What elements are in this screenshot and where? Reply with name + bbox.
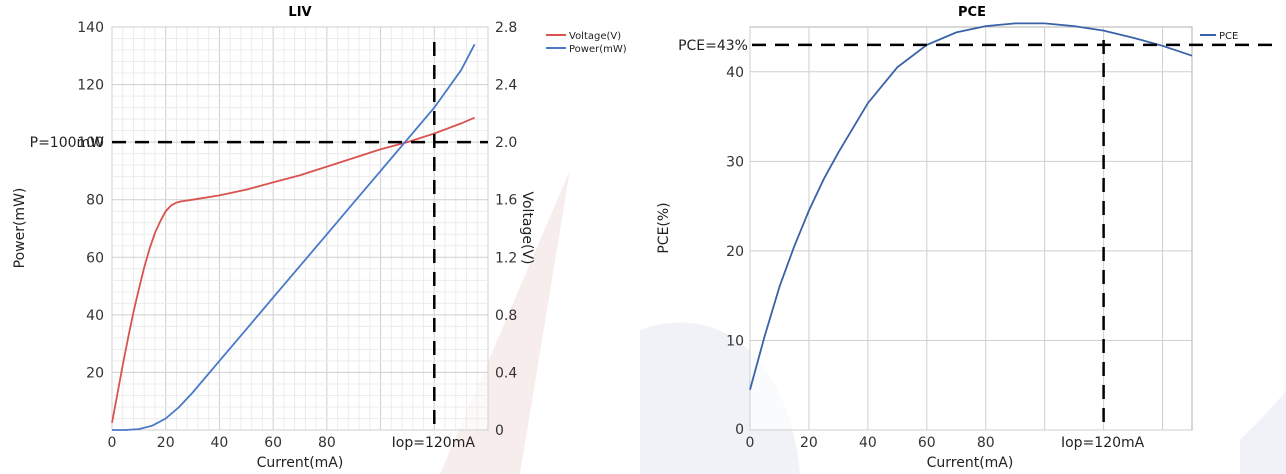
pce-x-axis-label: Current(mA) [927, 455, 1014, 471]
liv-power-annotation: P=100mW [30, 135, 105, 151]
liv-legend-label-power: Power(mW) [569, 44, 627, 55]
liv-plot-area [111, 26, 489, 431]
pce-x-tick-label: 60 [918, 435, 936, 451]
pce-legend-label: PCE [1219, 31, 1238, 42]
liv-chart: 0 20 40 60 80 20 40 60 80 100 120 140 0 0.4 0.8 1.2 1.6 2… [12, 5, 627, 471]
liv-y-tick-label-right: 0.4 [495, 365, 517, 381]
liv-y-tick-label-left: 80 [86, 193, 104, 209]
liv-x-tick-label: 0 [108, 435, 117, 451]
liv-y-tick-label-right: 1.6 [495, 193, 517, 209]
liv-power-line [112, 43, 476, 431]
pce-grid [749, 27, 1192, 431]
liv-title: LIV [288, 5, 311, 20]
pce-iop-annotation: Iop=120mA [1061, 435, 1145, 451]
liv-iop-annotation: Iop=120mA [392, 435, 476, 451]
pce-value-annotation: PCE=43% [678, 38, 748, 54]
liv-y-tick-label-left: 140 [77, 20, 104, 36]
liv-legend: Voltage(V) Power(mW) [546, 31, 627, 55]
liv-y-tick-label-right: 0 [495, 423, 504, 439]
liv-annotations: P=100mW Iop=120mA [30, 42, 488, 451]
liv-y-tick-label-left: 20 [86, 365, 104, 381]
pce-x-tick-label: 20 [800, 435, 818, 451]
liv-y-tick-label-right: 2.8 [495, 20, 517, 36]
liv-x-tick-label: 60 [264, 435, 282, 451]
pce-y-axis-label: PCE(%) [656, 202, 672, 253]
pce-y-tick-label: 10 [726, 333, 744, 349]
liv-series [111, 43, 476, 431]
liv-y-axis-label-left: Power(mW) [12, 188, 28, 269]
liv-x-tick-label: 20 [157, 435, 175, 451]
liv-legend-label-voltage: Voltage(V) [569, 31, 621, 42]
liv-y-axis-label-right: Voltage(V) [519, 191, 535, 264]
liv-voltage-line [111, 116, 475, 423]
pce-y-tick-label: 0 [735, 422, 744, 438]
pce-x-tick-label: 80 [977, 435, 995, 451]
pce-y-tick-label: 20 [726, 244, 744, 260]
pce-plot-area [749, 26, 1193, 431]
liv-y-tick-label-right: 2.4 [495, 78, 517, 94]
liv-y-tick-label-right: 0.8 [495, 308, 517, 324]
pce-annotations: PCE=43% Iop=120mA [678, 38, 1280, 451]
liv-y-tick-label-left: 60 [86, 250, 104, 266]
pce-x-tick-label: 0 [746, 435, 755, 451]
pce-y-tick-label: 30 [726, 154, 744, 170]
liv-y-tick-label-left: 120 [77, 78, 104, 94]
liv-y-tick-label-left: 40 [86, 308, 104, 324]
pce-legend: PCE [1200, 31, 1238, 42]
liv-y-tick-label-left: 100 [77, 135, 104, 151]
pce-title: PCE [958, 5, 986, 20]
pce-ticks: 0 20 40 60 80 0 10 20 30 40 [726, 65, 994, 451]
liv-x-tick-label: 40 [211, 435, 229, 451]
pce-y-tick-label: 40 [726, 65, 744, 81]
liv-grid [111, 26, 489, 431]
liv-x-axis-label: Current(mA) [257, 455, 344, 471]
pce-x-tick-label: 40 [859, 435, 877, 451]
liv-y-tick-label-right: 2.0 [495, 135, 517, 151]
liv-y-tick-label-right: 1.2 [495, 250, 517, 266]
liv-x-tick-label: 80 [318, 435, 336, 451]
liv-ticks: 0 20 40 60 80 20 40 60 80 100 120 140 0 0.4 0.8 1.2 1.6 2… [77, 20, 517, 451]
